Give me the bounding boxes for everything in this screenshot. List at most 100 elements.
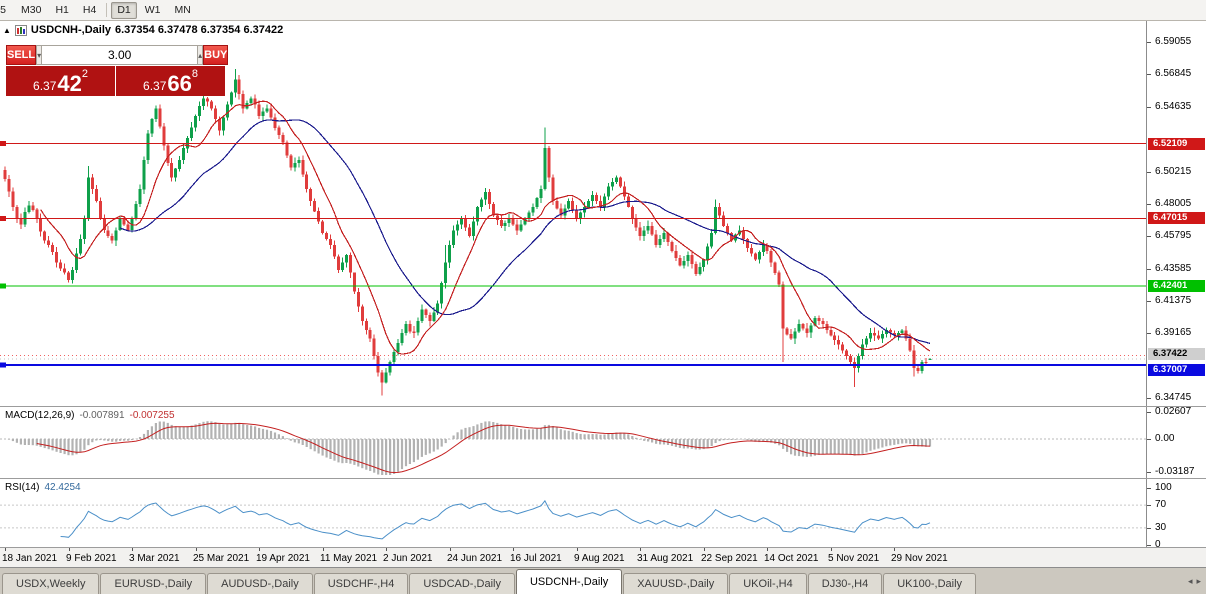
panel-divider xyxy=(0,547,1206,548)
sell-pips: 42 xyxy=(57,71,82,96)
scale-tick xyxy=(1147,268,1151,270)
buy-button[interactable]: BUY xyxy=(203,45,229,65)
scale-tick xyxy=(1147,472,1151,473)
chart-tab-audusd-daily[interactable]: AUDUSD-,Daily xyxy=(207,573,313,594)
date-label: 29 Nov 2021 xyxy=(891,553,948,564)
price-level-tag: 6.37007 xyxy=(1148,363,1205,376)
date-label: 14 Oct 2021 xyxy=(764,553,819,564)
volume-decrease-button[interactable]: ▾ xyxy=(36,45,43,65)
price-scale-label: 30 xyxy=(1155,521,1167,533)
candles xyxy=(3,69,932,396)
date-tick xyxy=(640,548,641,551)
chart-tab-ukoil-h4[interactable]: UKOil-,H4 xyxy=(729,573,807,594)
scale-tick xyxy=(1147,439,1151,440)
volume-input[interactable] xyxy=(42,45,198,65)
tab-scroll-left-icon[interactable]: ◂ xyxy=(1187,575,1193,586)
chart-icon xyxy=(14,24,27,36)
chart-symbol-title: USDCNH-,Daily xyxy=(30,24,111,36)
tab-scroll-right-icon[interactable]: ▸ xyxy=(1196,575,1201,586)
toolbar-separator xyxy=(106,3,108,17)
chart-tab-usdx-weekly[interactable]: USDX,Weekly xyxy=(2,573,100,594)
price-scale-label: 6.43585 xyxy=(1155,262,1192,274)
sell-big-figure: 6.37 xyxy=(33,79,57,93)
chart-window: ▲ USDCNH-,Daily 6.37354 6.37478 6.37354 … xyxy=(0,21,1206,567)
chart-tab-usdcnh-daily[interactable]: USDCNH-,Daily xyxy=(515,569,623,594)
timeframe-button-m30[interactable]: M30 xyxy=(21,4,42,16)
timeframe-button-h1[interactable]: H1 xyxy=(55,4,69,16)
collapse-arrow-icon[interactable]: ▲ xyxy=(3,25,11,35)
date-tick xyxy=(767,548,768,551)
date-label: 25 Mar 2021 xyxy=(193,553,250,564)
price-scale[interactable]: 6.59055 6.56845 6.54635 6.50215 6.48005 6.457… xyxy=(1146,21,1206,550)
line-anchor-marker[interactable] xyxy=(0,362,6,368)
scale-tick xyxy=(1147,545,1151,546)
chart-tabs-bar: USDX,Weekly EURUSD-,Daily AUDUSD-,Daily USD… xyxy=(0,567,1206,594)
chart-tab-xauusd-daily[interactable]: XAUUSD-,Daily xyxy=(623,573,729,594)
panel-divider[interactable] xyxy=(0,406,1206,407)
chart-tab-eurusd-daily[interactable]: EURUSD-,Daily xyxy=(100,573,207,594)
price-level-tag: 6.42401 xyxy=(1148,279,1205,292)
rsi-indicator[interactable] xyxy=(0,479,1146,547)
sell-button[interactable]: SELL xyxy=(6,45,37,65)
price-scale-label: 6.50215 xyxy=(1155,165,1192,177)
date-tick xyxy=(323,548,324,551)
scale-tick xyxy=(1147,74,1151,76)
one-click-trading-panel: SELL ▾ ▴ BUY 6.37 42 2 6.37 66 8 xyxy=(6,45,229,96)
date-tick xyxy=(259,548,260,551)
date-label: 9 Feb 2021 xyxy=(66,553,117,564)
price-scale-label: 6.48005 xyxy=(1155,197,1192,209)
date-label: 11 May 2021 xyxy=(320,553,378,564)
timeframe-toolbar: 5 M30 H1 H4 D1 W1 MN xyxy=(0,0,1206,21)
ma-slow-line xyxy=(119,119,931,344)
timeframe-button-h4[interactable]: H4 xyxy=(82,4,97,16)
date-label: 2 Jun 2021 xyxy=(383,553,433,564)
time-axis[interactable]: 18 Jan 2021 9 Feb 2021 3 Mar 2021 25 Mar 20… xyxy=(0,548,1206,567)
price-scale-label: 6.54635 xyxy=(1155,100,1192,112)
scale-tick xyxy=(1147,106,1151,108)
date-tick xyxy=(132,548,133,551)
price-chart[interactable] xyxy=(0,21,1146,406)
price-scale-label: 6.41375 xyxy=(1155,294,1192,306)
scale-tick xyxy=(1147,505,1151,507)
chart-tab-usdchf-h4[interactable]: USDCHF-,H4 xyxy=(313,573,409,594)
timeframe-button-w1[interactable]: W1 xyxy=(144,4,161,16)
date-label: 5 Nov 2021 xyxy=(828,553,880,564)
chart-tab-uk100-daily[interactable]: UK100-,Daily xyxy=(883,573,977,594)
price-scale-label: 0.00 xyxy=(1155,433,1175,444)
price-level-tag: 6.52109 xyxy=(1148,137,1205,150)
rsi-line xyxy=(60,499,931,540)
macd-indicator[interactable] xyxy=(0,407,1146,478)
price-scale-label: -0.03187 xyxy=(1155,466,1195,477)
buy-price-display[interactable]: 6.37 66 8 xyxy=(116,66,225,96)
volume-increase-button[interactable]: ▴ xyxy=(197,45,204,65)
chart-tab-dj30-h4[interactable]: DJ30-,H4 xyxy=(807,573,883,594)
sell-price-display[interactable]: 6.37 42 2 xyxy=(6,66,115,96)
date-tick xyxy=(386,548,387,551)
date-tick xyxy=(196,548,197,551)
date-tick xyxy=(831,548,832,551)
price-scale-label: 6.34745 xyxy=(1155,392,1192,403)
timeframe-button-mn[interactable]: MN xyxy=(174,4,191,16)
price-scale-label: 70 xyxy=(1155,499,1167,511)
rsi-label: RSI(14) 42.4254 xyxy=(5,482,81,493)
line-anchor-marker[interactable] xyxy=(0,215,6,221)
timeframe-button-5[interactable]: 5 xyxy=(0,4,6,16)
scale-tick xyxy=(1147,412,1151,413)
date-tick xyxy=(513,548,514,551)
line-anchor-marker[interactable] xyxy=(0,283,6,289)
scale-tick xyxy=(1147,236,1151,238)
chart-ohlc-values: 6.37354 6.37478 6.37354 6.37422 xyxy=(115,24,284,36)
timeframe-button-d1[interactable]: D1 xyxy=(111,1,137,19)
ma-fast-line xyxy=(40,100,931,355)
date-label: 31 Aug 2021 xyxy=(637,553,694,564)
panel-divider[interactable] xyxy=(0,478,1206,479)
date-label: 19 Apr 2021 xyxy=(256,553,310,564)
date-tick xyxy=(5,548,6,551)
price-level-tag: 6.37422 xyxy=(1148,347,1205,360)
date-tick xyxy=(894,548,895,551)
price-scale-label: 6.39165 xyxy=(1155,327,1192,339)
chart-tab-usdcad-daily[interactable]: USDCAD-,Daily xyxy=(409,573,515,594)
date-label: 9 Aug 2021 xyxy=(574,553,625,564)
line-anchor-marker[interactable] xyxy=(0,141,6,147)
